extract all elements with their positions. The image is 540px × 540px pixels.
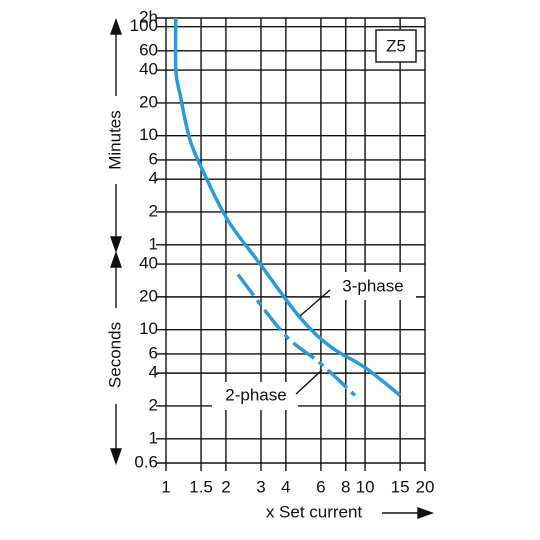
leader-line [299,289,331,317]
y-tick-label: 2h [139,7,158,26]
x-tick-label: 4 [281,477,290,496]
y-tick-label: 1 [149,428,158,447]
x-label: x Set current [266,502,363,521]
x-tick-label: 10 [356,477,375,496]
leader-line [295,369,323,395]
grid: 1 1.5 2 3 4 6 8 10 15 202h10060402010642140201064… [130,7,435,496]
x-tick-label: 3 [256,477,265,496]
x-tick-label: 20 [416,477,435,496]
series-label: 3-phase [342,276,403,295]
label-bg [330,272,416,300]
y-tick-label: 10 [139,319,158,338]
y-tick-label: 20 [139,92,158,111]
y-tick-label: 4 [149,169,158,188]
y-tick-label: 100 [130,16,158,35]
curves [173,17,402,397]
y-tick-label: 0.6 [134,452,158,471]
x-tick-label: 6 [316,477,325,496]
y-tick-label: 20 [139,286,158,305]
y-tick-label: 4 [149,363,158,382]
x-tick-label: 1.5 [189,477,213,496]
annotation: Z5 [386,36,406,55]
annotation-box [375,29,417,63]
y-tick-label: 6 [149,343,158,362]
y-tick-label: 2 [149,395,158,414]
y-label: Seconds [105,322,124,388]
series-line [236,273,357,397]
y-tick-label: 6 [149,149,158,168]
y-tick-label: 1 [149,234,158,253]
y-label: Minutes [105,110,124,170]
series-line [173,17,402,397]
axis-arrows [110,17,435,519]
series-label: 2-phase [225,385,286,404]
y-tick-label: 10 [139,125,158,144]
y-tick-label: 60 [139,40,158,59]
label-bg [212,382,298,410]
y-tick-label: 40 [139,254,158,273]
x-tick-label: 8 [341,477,350,496]
y-tick-label: 40 [139,60,158,79]
y-tick-label: 2 [149,201,158,220]
x-tick-label: 15 [391,477,410,496]
x-tick-label: 1 [161,477,170,496]
x-tick-label: 2 [221,477,230,496]
